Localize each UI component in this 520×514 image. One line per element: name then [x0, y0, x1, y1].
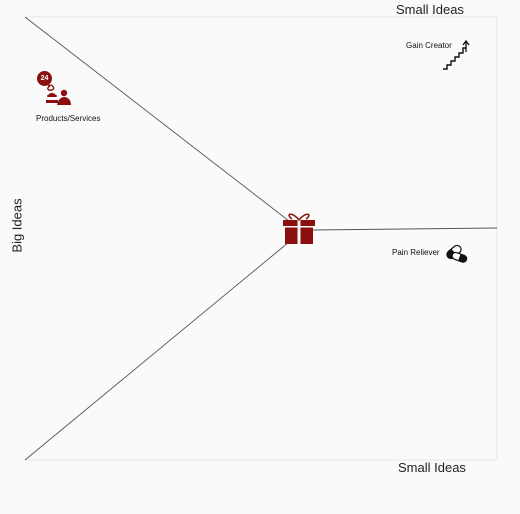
axis-label-bottom: Small Ideas: [398, 460, 466, 475]
connector-top-left: [24, 16, 290, 222]
pain-reliever-label[interactable]: Pain Reliever: [392, 248, 440, 257]
count-badge: 24: [37, 71, 52, 86]
person-with-dish-icon: [46, 84, 71, 105]
gift-box-icon[interactable]: [283, 213, 315, 244]
pill-capsule-icon: [446, 244, 468, 263]
connector-right: [312, 227, 498, 231]
products-services-label[interactable]: Products/Services: [36, 114, 101, 123]
gain-creator-label[interactable]: Gain Creator: [406, 41, 452, 50]
axis-label-top: Small Ideas: [396, 2, 464, 17]
connector-bottom-left: [24, 241, 290, 461]
stairs-up-icon: [443, 39, 470, 70]
axis-label-left: Big Ideas: [9, 198, 25, 253]
